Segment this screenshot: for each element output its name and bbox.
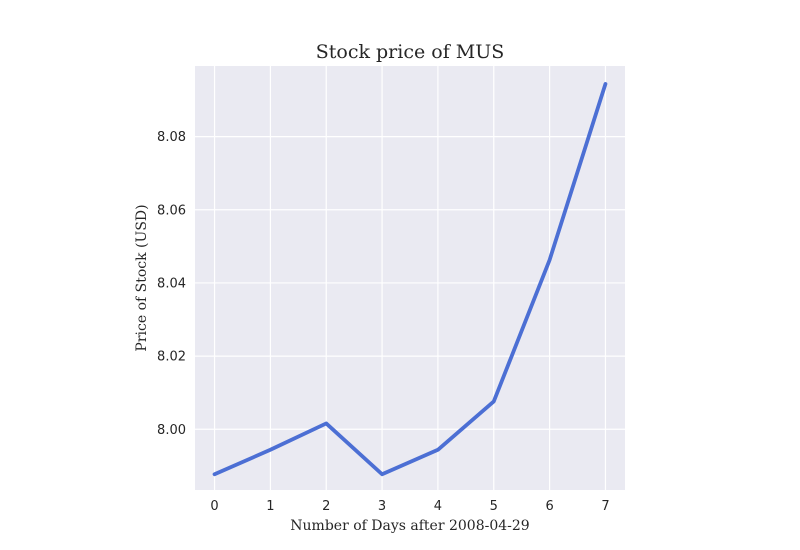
plot-background bbox=[195, 66, 625, 490]
chart-title: Stock price of MUS bbox=[316, 41, 505, 63]
y-tick-labels: 8.00 8.02 8.04 8.06 8.08 bbox=[157, 130, 186, 438]
x-tick-label-5: 5 bbox=[490, 499, 498, 514]
x-tick-labels: 0 1 2 3 4 5 6 7 bbox=[210, 499, 609, 514]
x-tick-label-2: 2 bbox=[322, 499, 330, 514]
x-tick-label-3: 3 bbox=[378, 499, 386, 514]
y-tick-label-1: 8.02 bbox=[157, 350, 186, 365]
y-tick-label-0: 8.00 bbox=[157, 423, 186, 438]
y-axis-label: Price of Stock (USD) bbox=[134, 204, 150, 351]
y-tick-label-3: 8.06 bbox=[157, 203, 186, 218]
x-tick-label-0: 0 bbox=[210, 499, 218, 514]
price-series-line bbox=[212, 82, 608, 477]
horizontal-gridlines bbox=[195, 136, 625, 430]
x-axis-label: Number of Days after 2008-04-29 bbox=[290, 518, 529, 534]
y-tick-label-2: 8.04 bbox=[157, 276, 186, 291]
series-line-0 bbox=[212, 82, 608, 477]
x-tick-label-6: 6 bbox=[545, 499, 553, 514]
x-tick-label-7: 7 bbox=[601, 499, 609, 514]
x-tick-label-1: 1 bbox=[266, 499, 274, 514]
y-tick-label-4: 8.08 bbox=[157, 130, 186, 145]
x-tick-label-4: 4 bbox=[434, 499, 442, 514]
